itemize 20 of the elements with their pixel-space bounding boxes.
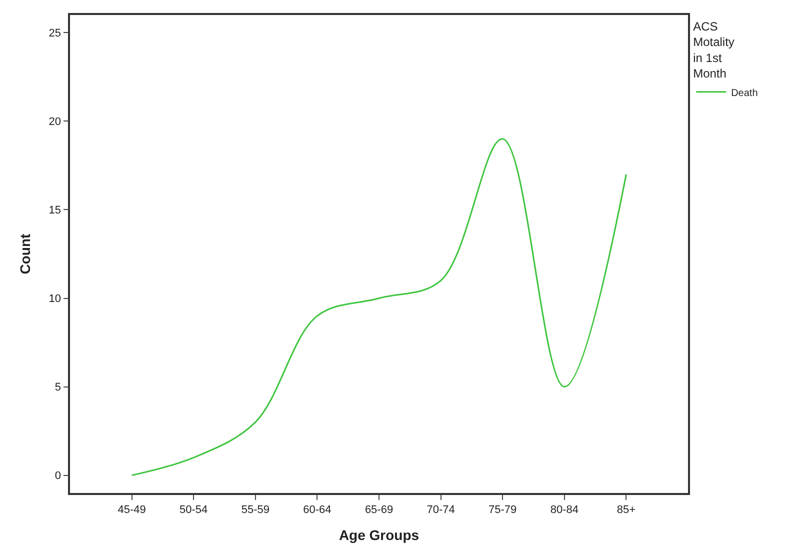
x-tick-label: 45-49 <box>118 504 146 516</box>
x-tick-label: 65-69 <box>364 504 394 516</box>
y-axis-title: Count <box>16 233 33 274</box>
legend-title: ACS Motality in 1st Month <box>693 20 734 80</box>
line-series <box>131 138 627 476</box>
y-tick-label: 0 <box>54 470 62 482</box>
x-axis-title: Age Groups <box>338 526 420 543</box>
y-tick-label: 20 <box>48 116 62 128</box>
y-tick-label: 5 <box>54 382 62 394</box>
legend-label: Death <box>731 88 758 99</box>
x-tick-label: 60-64 <box>303 504 332 516</box>
x-tick-label: 55-59 <box>241 504 270 516</box>
x-tick-label: 50-54 <box>180 504 208 516</box>
x-tick-label: 70-74 <box>426 504 455 516</box>
x-tick-label: 85+ <box>616 504 636 516</box>
x-tick-label: 80-84 <box>550 504 578 516</box>
y-tick-label: 25 <box>48 28 62 40</box>
y-tick-label: 10 <box>48 293 62 306</box>
y-tick-label: 15 <box>48 204 62 217</box>
x-tick-label: 75-79 <box>488 504 517 516</box>
